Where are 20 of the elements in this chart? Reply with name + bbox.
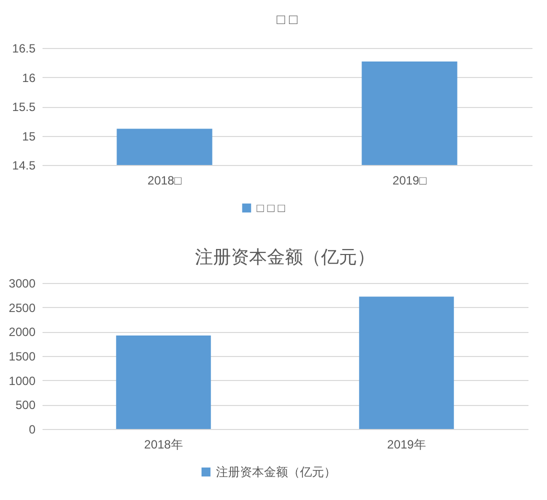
y-tick-label: 16 bbox=[22, 70, 36, 85]
y-tick-label: 15.5 bbox=[12, 100, 36, 114]
y-tick-label: 14.5 bbox=[12, 158, 36, 172]
chart-title: □ □ bbox=[276, 11, 298, 27]
y-tick-label: 1000 bbox=[8, 374, 36, 388]
x-tick-label: 2019年 bbox=[387, 438, 426, 452]
y-tick-label: 2500 bbox=[8, 300, 36, 315]
legend-label: □ □ □ bbox=[256, 201, 286, 215]
y-tick-label: 2000 bbox=[8, 325, 36, 340]
chart-title: 注册资本金额（亿元） bbox=[195, 247, 375, 267]
y-tick-label: 1500 bbox=[8, 350, 36, 364]
y-tick-label: 15 bbox=[22, 129, 36, 144]
y-tick-label: 500 bbox=[15, 398, 36, 412]
x-tick-label: 2018年 bbox=[144, 438, 183, 452]
y-tick-label: 3000 bbox=[8, 276, 36, 290]
y-tick-label: 16.5 bbox=[12, 42, 36, 56]
x-tick-label: 2018□ bbox=[148, 174, 182, 188]
legend-label: 注册资本金额（亿元） bbox=[216, 465, 336, 479]
y-tick-label: 0 bbox=[28, 422, 36, 436]
x-tick-label: 2019□ bbox=[392, 174, 428, 188]
